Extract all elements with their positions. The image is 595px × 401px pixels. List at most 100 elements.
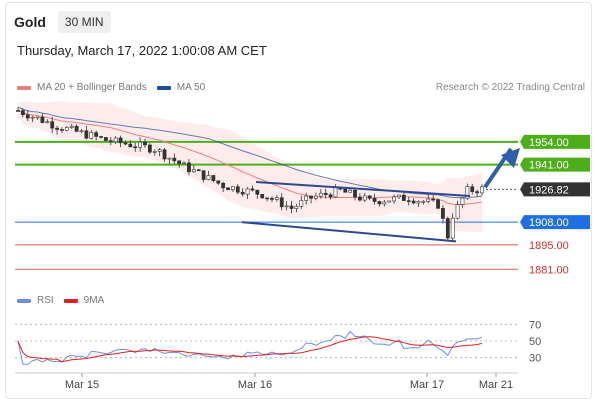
x-tick-Mar 15: Mar 15 bbox=[65, 379, 99, 391]
candle-body bbox=[138, 141, 143, 148]
candle-body bbox=[250, 188, 255, 191]
candle-body bbox=[94, 132, 99, 137]
level-tag-1908.00: 1908.00 bbox=[529, 217, 569, 229]
candle-body bbox=[475, 191, 480, 194]
candle-body bbox=[333, 187, 338, 198]
candle-body bbox=[182, 162, 186, 165]
candle-body bbox=[20, 110, 25, 115]
candle-body bbox=[177, 160, 182, 164]
candle-body bbox=[147, 144, 152, 153]
candle-body bbox=[421, 200, 426, 203]
candle-body bbox=[235, 186, 240, 193]
legend-swatch-ma20 bbox=[17, 85, 31, 90]
candle-body bbox=[152, 151, 157, 153]
candle-body bbox=[265, 197, 269, 200]
candle-body bbox=[60, 129, 64, 131]
legend-item-rsi: RSI bbox=[17, 295, 54, 306]
legend-label-rsi: RSI bbox=[37, 295, 54, 306]
candle-body bbox=[436, 199, 440, 209]
candle-body bbox=[79, 130, 84, 133]
candle-body bbox=[30, 116, 35, 119]
candle-body bbox=[240, 191, 245, 195]
candle-body bbox=[289, 205, 294, 209]
candle-body bbox=[157, 149, 162, 152]
candles bbox=[16, 107, 484, 242]
legend-swatch-rsi bbox=[17, 298, 31, 303]
legend-label-ma20: MA 20 + Bollinger Bands bbox=[37, 82, 147, 93]
candle-body bbox=[465, 186, 470, 199]
candle-body bbox=[221, 182, 226, 189]
candle-body bbox=[377, 201, 382, 205]
timeframe-badge[interactable]: 30 MIN bbox=[57, 11, 111, 33]
candle-body bbox=[470, 186, 475, 192]
candle-body bbox=[279, 197, 284, 208]
rsi-tick-50: 50 bbox=[529, 336, 541, 348]
x-tick-Mar 21: Mar 21 bbox=[479, 379, 513, 391]
candle-body bbox=[270, 197, 274, 200]
candle-body bbox=[64, 127, 69, 131]
candle-body bbox=[113, 137, 118, 143]
candle-body bbox=[367, 195, 372, 199]
candle-body bbox=[108, 140, 113, 143]
candle-body bbox=[284, 205, 289, 208]
candle-body bbox=[455, 204, 460, 219]
level-tag-1954.00: 1954.00 bbox=[529, 137, 569, 149]
candle-body bbox=[123, 142, 128, 145]
candle-body bbox=[304, 195, 309, 201]
legend-item-9ma: 9MA bbox=[63, 295, 105, 306]
candle-body bbox=[231, 186, 235, 191]
candle-body bbox=[401, 194, 406, 201]
candle-body bbox=[35, 116, 40, 119]
candle-body bbox=[323, 192, 328, 196]
chart-header: Gold 30 MIN bbox=[14, 11, 111, 33]
candle-body bbox=[84, 130, 89, 139]
trend-line-lower bbox=[241, 221, 457, 243]
level-tag-bg-1954.00 bbox=[520, 134, 590, 149]
candle-body bbox=[74, 125, 79, 132]
level-tag-bg-1941.00 bbox=[520, 157, 590, 172]
candle-body bbox=[211, 175, 216, 182]
candle-body bbox=[274, 197, 279, 200]
candle-body bbox=[353, 189, 357, 198]
legend-label-ma50: MA 50 bbox=[176, 82, 206, 93]
candle-body bbox=[206, 175, 211, 180]
level-tag-1926.82: 1926.82 bbox=[529, 184, 569, 196]
candle-body bbox=[25, 114, 30, 119]
credit-text: Research © 2022 Trading Central bbox=[435, 82, 585, 93]
candle-body bbox=[45, 121, 50, 124]
candle-body bbox=[397, 194, 401, 198]
candle-body bbox=[216, 180, 221, 184]
level-tag-1895.00: 1895.00 bbox=[529, 240, 569, 252]
candle-body bbox=[450, 217, 455, 239]
candle-body bbox=[118, 137, 123, 144]
candle-body bbox=[40, 116, 45, 123]
candle-body bbox=[245, 188, 250, 195]
candle-body bbox=[480, 186, 484, 194]
candle-body bbox=[426, 198, 431, 202]
level-tag-bg-1926.82 bbox=[520, 182, 590, 197]
candle-body bbox=[460, 197, 465, 205]
level-tag-1881.00: 1881.00 bbox=[529, 264, 569, 276]
legend-swatch-ma50 bbox=[156, 85, 171, 90]
candle-body bbox=[89, 132, 94, 139]
candle-body bbox=[143, 141, 147, 146]
candle-body bbox=[133, 146, 138, 149]
candle-body bbox=[328, 194, 333, 198]
candle-body bbox=[314, 195, 318, 199]
forecast-arrow-head bbox=[501, 148, 520, 168]
legend-item-ma20: MA 20 + Bollinger Bands bbox=[17, 82, 147, 93]
legend-swatch-9ma bbox=[63, 298, 78, 303]
candle-body bbox=[309, 195, 313, 199]
main-legend: MA 20 + Bollinger Bands MA 50 bbox=[17, 82, 205, 93]
candle-body bbox=[416, 201, 421, 204]
legend-item-ma50: MA 50 bbox=[156, 82, 206, 93]
candle-body bbox=[69, 125, 74, 128]
rsi-tick-30: 30 bbox=[529, 353, 541, 365]
candle-body bbox=[260, 194, 265, 199]
legend-label-9ma: 9MA bbox=[83, 295, 105, 306]
symbol-title: Gold bbox=[14, 14, 46, 30]
candle-body bbox=[411, 200, 416, 204]
candle-body bbox=[406, 200, 411, 202]
candle-body bbox=[201, 170, 206, 180]
